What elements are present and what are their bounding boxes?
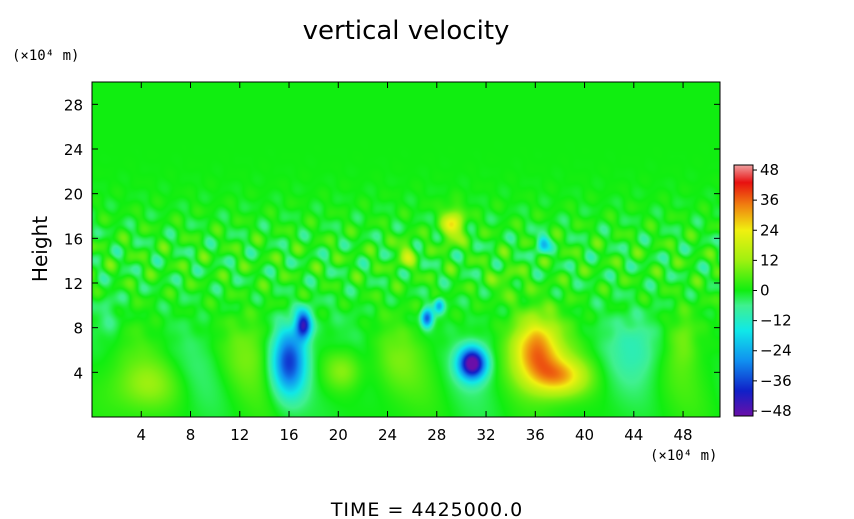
colorbar xyxy=(733,164,754,417)
y-tick-label: 12 xyxy=(64,275,83,293)
plot-frame xyxy=(91,81,721,418)
y-tick-label: 28 xyxy=(64,96,83,114)
colorbar-tick-label: −48 xyxy=(760,402,792,420)
y-unit-label: (×10⁴ m) xyxy=(12,48,79,64)
colorbar-tick-label: −24 xyxy=(760,342,792,360)
y-axis-label: Height xyxy=(28,216,52,282)
colorbar-ticks: 48 36 24 12 0 −12 −24 −36 −48 xyxy=(753,161,792,420)
y-axis: 4 8 12 16 20 24 28 xyxy=(64,96,720,382)
y-tick-label: 4 xyxy=(73,364,83,382)
time-label: TIME = 4425000.0 xyxy=(330,499,523,519)
x-tick-label: 28 xyxy=(427,426,446,444)
x-tick-label: 20 xyxy=(329,426,348,444)
x-tick-label: 32 xyxy=(476,426,495,444)
x-unit-label: (×10⁴ m) xyxy=(650,448,717,464)
colorbar-tick-label: 12 xyxy=(760,251,779,269)
colorbar-tick-label: 36 xyxy=(760,191,779,209)
x-tick-label: 24 xyxy=(378,426,397,444)
colorbar-tick-label: −36 xyxy=(760,372,792,390)
x-axis: 4 8 12 16 20 24 28 32 36 40 44 48 xyxy=(136,82,693,444)
x-tick-label: 44 xyxy=(624,426,643,444)
heatmap-field xyxy=(92,82,720,417)
y-tick-label: 8 xyxy=(73,320,83,338)
chart-title: vertical velocity xyxy=(303,16,510,46)
x-tick-label: 16 xyxy=(279,426,298,444)
colorbar-tick-label: −12 xyxy=(760,312,792,330)
y-tick-label: 16 xyxy=(64,230,83,248)
x-tick-label: 12 xyxy=(230,426,249,444)
x-tick-label: 4 xyxy=(136,426,146,444)
x-tick-label: 36 xyxy=(526,426,545,444)
x-tick-label: 48 xyxy=(674,426,693,444)
y-tick-label: 24 xyxy=(64,141,83,159)
y-tick-label: 20 xyxy=(64,186,83,204)
x-tick-label: 40 xyxy=(575,426,594,444)
x-tick-label: 8 xyxy=(186,426,196,444)
colorbar-tick-label: 48 xyxy=(760,161,779,179)
colorbar-tick-label: 0 xyxy=(760,282,770,300)
colorbar-tick-label: 24 xyxy=(760,221,779,239)
